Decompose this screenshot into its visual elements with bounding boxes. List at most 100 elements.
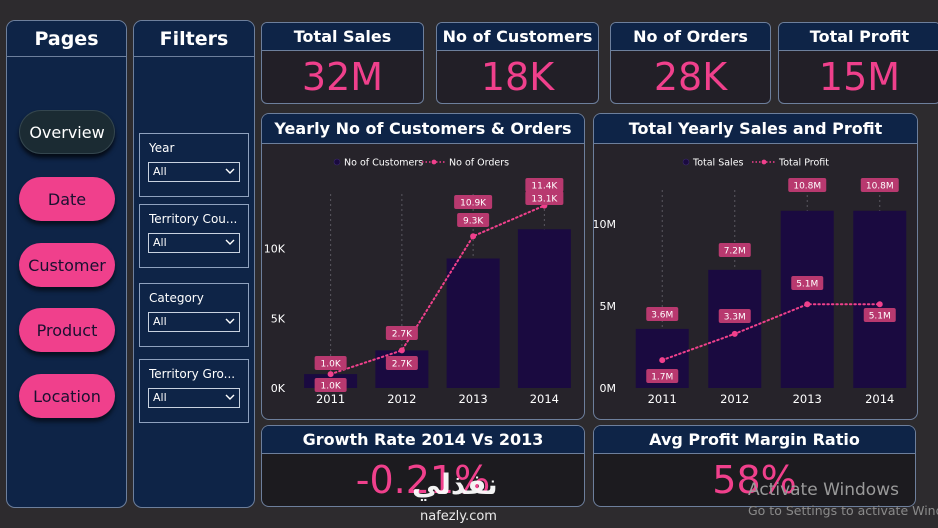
chart-sales-profit-title: Total Yearly Sales and Profit bbox=[594, 114, 917, 144]
chart1-bar-data-label: 1.0K bbox=[321, 382, 342, 392]
chart2-bar-data-label-bg bbox=[646, 307, 679, 321]
chart-customers-orders-plot: No of Customers No of Orders 0K 5K 10K 2011 20… bbox=[264, 158, 571, 406]
filters-panel-title: Filters bbox=[134, 21, 254, 57]
profit-margin-title: Avg Profit Margin Ratio bbox=[594, 426, 915, 454]
chart1-y-tick-label: 5K bbox=[271, 312, 286, 325]
filter-territory-country-label: Territory Cou... bbox=[149, 212, 238, 226]
chart1-line-data-label: 13.1K bbox=[531, 195, 558, 205]
kpi-total-sales: Total Sales 32M bbox=[261, 22, 424, 104]
chart1-bar-data-label-bg bbox=[457, 213, 490, 227]
chart1-line-data-label-bg bbox=[454, 195, 493, 209]
filter-category-dropdown[interactable]: All bbox=[148, 312, 240, 332]
activate-windows-subtitle: Go to Settings to activate Windows. bbox=[748, 503, 938, 518]
chart-customers-orders: Yearly No of Customers & Orders No of Cu… bbox=[261, 113, 585, 420]
kpi-no-of-customers-value: 18K bbox=[480, 55, 555, 99]
chart1-legend-line-dot bbox=[431, 159, 437, 165]
chart2-bar-data-label: 7.2M bbox=[724, 247, 746, 257]
chart1-bar-data-label-bg bbox=[385, 356, 418, 370]
chart2-line-point bbox=[731, 330, 738, 337]
chart1-legend-bar-label: No of Customers bbox=[344, 158, 423, 169]
chart1-bar-data-label: 2.7K bbox=[392, 360, 413, 370]
kpi-total-profit-title: Total Profit bbox=[779, 23, 938, 51]
chart2-bar-data-label-bg bbox=[860, 178, 899, 192]
chart2-legend-bar-label: Total Sales bbox=[692, 158, 744, 169]
chart2-y-tick-label: 5M bbox=[600, 300, 617, 313]
filter-territory-group-dropdown[interactable]: All bbox=[148, 388, 240, 408]
chart2-line-data-label-bg bbox=[718, 309, 751, 323]
chart1-bar-data-label-bg bbox=[314, 378, 347, 392]
chart2-legend-line-dot bbox=[761, 159, 767, 165]
chart2-x-tick-label: 2013 bbox=[793, 392, 822, 406]
chart2-line-data-label: 5.1M bbox=[869, 312, 891, 322]
chart2-line-point bbox=[804, 301, 811, 308]
chart2-line-point bbox=[659, 357, 666, 364]
chart2-y-tick-label: 0M bbox=[600, 382, 617, 395]
chart2-bar-data-label-bg bbox=[788, 178, 827, 192]
chart2-legend-bar-marker bbox=[682, 158, 690, 166]
chart1-bar-data-label: 11.4K bbox=[531, 182, 558, 192]
kpi-no-of-orders: No of Orders 28K bbox=[610, 22, 771, 104]
chart2-line-data-label-bg bbox=[646, 369, 679, 383]
filter-category: Category All bbox=[139, 283, 249, 347]
chart2-x-tick-label: 2014 bbox=[865, 392, 894, 406]
chevron-down-icon bbox=[225, 394, 235, 400]
chart2-y-tick-label: 10M bbox=[594, 218, 616, 231]
chart1-bar bbox=[517, 229, 571, 388]
chevron-down-icon bbox=[225, 318, 235, 324]
chart2-bar-data-label-bg bbox=[718, 243, 751, 257]
filters-panel: Filters Year All Territory Cou... All Ca… bbox=[133, 20, 255, 508]
filter-territory-country-value: All bbox=[153, 236, 167, 249]
growth-rate-card: Growth Rate 2014 Vs 2013 -0.21% bbox=[261, 425, 585, 507]
chevron-down-icon bbox=[225, 168, 235, 174]
chart2-line-data-label-bg bbox=[791, 276, 824, 290]
kpi-no-of-customers: No of Customers 18K bbox=[436, 22, 599, 104]
chevron-down-icon bbox=[225, 239, 235, 245]
filter-territory-group-value: All bbox=[153, 391, 167, 404]
chart1-x-tick-label: 2012 bbox=[387, 392, 416, 406]
page-button-overview[interactable]: Overview bbox=[19, 110, 115, 154]
profit-margin-card: Avg Profit Margin Ratio 58% bbox=[593, 425, 916, 507]
filter-category-label: Category bbox=[149, 291, 204, 305]
page-button-location[interactable]: Location bbox=[19, 374, 115, 418]
filter-territory-country-dropdown[interactable]: All bbox=[148, 233, 240, 253]
chart1-line-data-label: 10.9K bbox=[460, 199, 487, 209]
filter-year-dropdown[interactable]: All bbox=[148, 162, 240, 182]
activate-windows-title: Activate Windows bbox=[748, 480, 899, 500]
chart1-y-tick-label: 0K bbox=[271, 382, 286, 395]
chart1-bar bbox=[446, 258, 500, 388]
chart2-line-data-label-bg bbox=[863, 308, 896, 322]
watermark-logo-text: نفذلي bbox=[412, 468, 498, 501]
chart2-line-data-label: 1.7M bbox=[651, 373, 673, 383]
chart1-bar-data-label-bg bbox=[525, 178, 564, 192]
kpi-total-profit-value: 15M bbox=[818, 55, 901, 99]
chart1-line-data-label: 2.7K bbox=[392, 330, 413, 340]
chart2-bar-data-label: 10.8M bbox=[793, 182, 821, 192]
kpi-total-profit: Total Profit 15M bbox=[778, 22, 938, 104]
page-button-product[interactable]: Product bbox=[19, 308, 115, 352]
chart2-line bbox=[661, 303, 881, 362]
chart1-line-point bbox=[398, 347, 405, 354]
chart2-line-data-label: 3.3M bbox=[724, 313, 746, 323]
chart1-line-data-label-bg bbox=[385, 326, 418, 340]
chart2-bar-data-label: 3.6M bbox=[651, 311, 673, 321]
chart1-line-point bbox=[327, 371, 334, 378]
chart2-bar bbox=[780, 210, 834, 388]
growth-rate-value: -0.21% bbox=[355, 458, 491, 502]
filter-territory-country: Territory Cou... All bbox=[139, 204, 249, 268]
growth-rate-title: Growth Rate 2014 Vs 2013 bbox=[262, 426, 584, 454]
chart1-legend-bar-marker bbox=[333, 158, 341, 166]
filter-year: Year All bbox=[139, 133, 249, 197]
chart1-line-data-label-bg bbox=[314, 356, 347, 370]
page-button-customer[interactable]: Customer bbox=[19, 243, 115, 287]
chart2-line-point bbox=[876, 301, 883, 308]
kpi-no-of-customers-title: No of Customers bbox=[437, 23, 598, 51]
chart-sales-profit-plot: Total Sales Total Profit 0M 5M 10M 2011 2012 20… bbox=[594, 158, 907, 406]
chart1-x-tick-label: 2013 bbox=[458, 392, 487, 406]
page-button-date[interactable]: Date bbox=[19, 177, 115, 221]
chart2-bar bbox=[853, 210, 907, 388]
kpi-no-of-orders-value: 28K bbox=[653, 55, 728, 99]
chart-customers-orders-title: Yearly No of Customers & Orders bbox=[262, 114, 584, 144]
chart1-line-data-label: 1.0K bbox=[321, 360, 342, 370]
chart2-legend-line-label: Total Profit bbox=[778, 158, 829, 169]
chart1-line-data-label-bg bbox=[525, 191, 564, 205]
